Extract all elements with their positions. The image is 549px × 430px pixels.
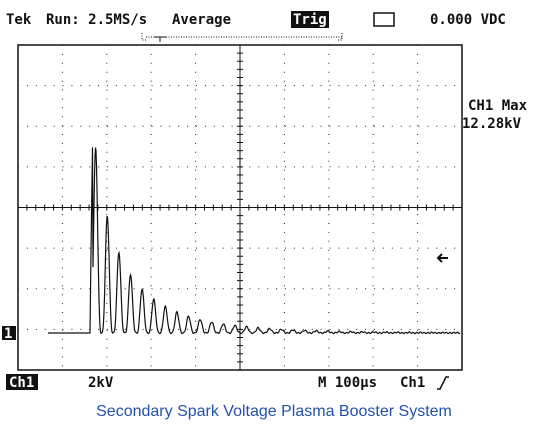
- channel-marker: 1: [4, 326, 12, 342]
- trigger-slope: [437, 377, 449, 389]
- scope-screen: Tek Run: 2.5MS/s Average Trig'd 0.000 VD…: [0, 0, 549, 430]
- icon: [374, 13, 394, 26]
- reading: 0.000 VDC: [430, 12, 506, 28]
- trigger-level-arrow: [438, 254, 448, 262]
- trigger-bracket: [142, 33, 342, 42]
- measurement-value: 12.28kV: [462, 116, 522, 132]
- brand: Tek: [6, 12, 32, 28]
- volts-per-div: 2kV: [88, 375, 114, 391]
- acquire-mode: Average: [172, 12, 231, 28]
- channel: Ch1: [9, 375, 34, 391]
- graticule: [18, 45, 462, 370]
- waveform: [48, 147, 460, 333]
- measurement-label: CH1 Max: [468, 98, 528, 114]
- trigger-status: Trig'd: [293, 12, 344, 28]
- caption: Secondary Spark Voltage Plasma Booster S…: [96, 403, 452, 420]
- timebase: M 100µs: [318, 375, 377, 391]
- run-status: Run: 2.5MS/s: [46, 12, 147, 28]
- trigger-source: Ch1: [400, 375, 425, 391]
